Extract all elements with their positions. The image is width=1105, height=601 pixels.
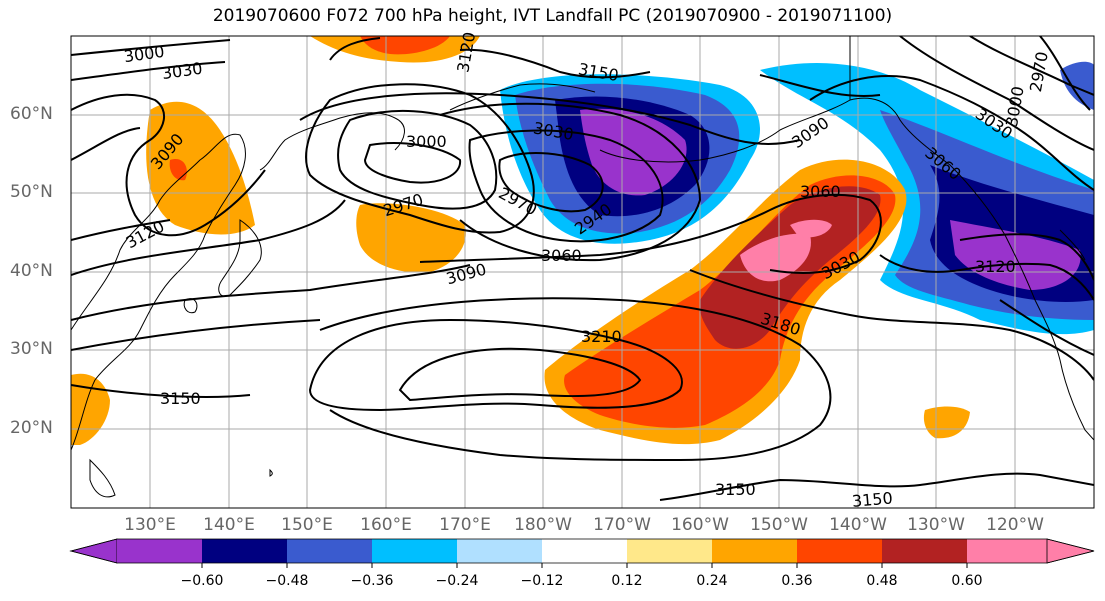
colorbar-bin — [372, 539, 457, 563]
colorbar-tick-label: 0.12 — [611, 573, 643, 589]
colorbar-bin — [287, 539, 372, 563]
contour-label: 3210 — [581, 327, 622, 346]
colorbar-tick-label: 0.36 — [781, 573, 813, 589]
colorbar-bin — [627, 539, 712, 563]
contour-label: 3120 — [975, 257, 1016, 276]
lon-label: 180°W — [514, 515, 572, 535]
lon-label: 170°E — [439, 515, 491, 535]
ivt-positive-plume — [544, 159, 907, 445]
colorbar-tick-label: −0.48 — [265, 573, 309, 589]
contour-label: 3090 — [444, 259, 488, 288]
colorbar-bin — [202, 539, 287, 563]
lat-label: 20°N — [10, 418, 53, 438]
colorbar-tick-label: −0.12 — [520, 573, 564, 589]
contour-label: 3150 — [851, 488, 893, 510]
lon-label: 140°W — [829, 515, 887, 535]
lon-label: 120°W — [986, 515, 1044, 535]
contour-label: 3000 — [123, 42, 166, 66]
map-title: 2019070600 F072 700 hPa height, IVT Land… — [212, 6, 893, 26]
contour-label: 3060 — [800, 182, 841, 201]
lat-label: 30°N — [10, 339, 53, 359]
colorbar — [69, 538, 1095, 568]
lon-label: 150°W — [750, 515, 808, 535]
ivt-positive-patches — [71, 36, 970, 445]
lon-label: 160°E — [360, 515, 412, 535]
contour-label: 3120 — [123, 216, 168, 252]
contour-label: 3000 — [406, 132, 447, 151]
colorbar-tick-label: −0.60 — [180, 573, 224, 589]
colorbar-bin — [712, 539, 797, 563]
colorbar-tick-label: 0.60 — [951, 573, 983, 589]
lat-label: 50°N — [10, 182, 53, 202]
contour-label: 3060 — [541, 246, 582, 265]
colorbar-bin — [797, 539, 882, 563]
contour-label: 3090 — [788, 113, 832, 152]
lon-label: 150°E — [281, 515, 333, 535]
colorbar-bin — [882, 539, 967, 563]
colorbar-bin — [542, 539, 627, 563]
colorbar-tick-label: −0.36 — [350, 573, 394, 589]
lon-label: 170°W — [593, 515, 651, 535]
lon-label: 130°E — [124, 515, 176, 535]
height-contours — [71, 36, 1094, 501]
lat-label: 40°N — [10, 261, 53, 281]
contour-label: 3150 — [160, 389, 201, 408]
contour-label: 3030 — [161, 59, 204, 83]
colorbar-tick-label: −0.24 — [435, 573, 479, 589]
lon-label: 140°E — [203, 515, 255, 535]
colorbar-bin — [117, 539, 202, 563]
colorbar-extend-low — [69, 538, 118, 564]
colorbar-bin — [967, 539, 1047, 563]
contour-label: 2970 — [1026, 50, 1052, 93]
colorbar-extend-high — [1046, 538, 1095, 564]
lat-label: 60°N — [10, 104, 53, 124]
contour-label: 3150 — [715, 480, 756, 499]
lon-label: 130°W — [907, 515, 965, 535]
lon-label: 160°W — [671, 515, 729, 535]
colorbar-bin — [457, 539, 542, 563]
colorbar-tick-label: 0.24 — [696, 573, 728, 589]
colorbar-tick-label: 0.48 — [866, 573, 898, 589]
graticule — [71, 36, 1094, 508]
map-frame — [70, 35, 1095, 509]
